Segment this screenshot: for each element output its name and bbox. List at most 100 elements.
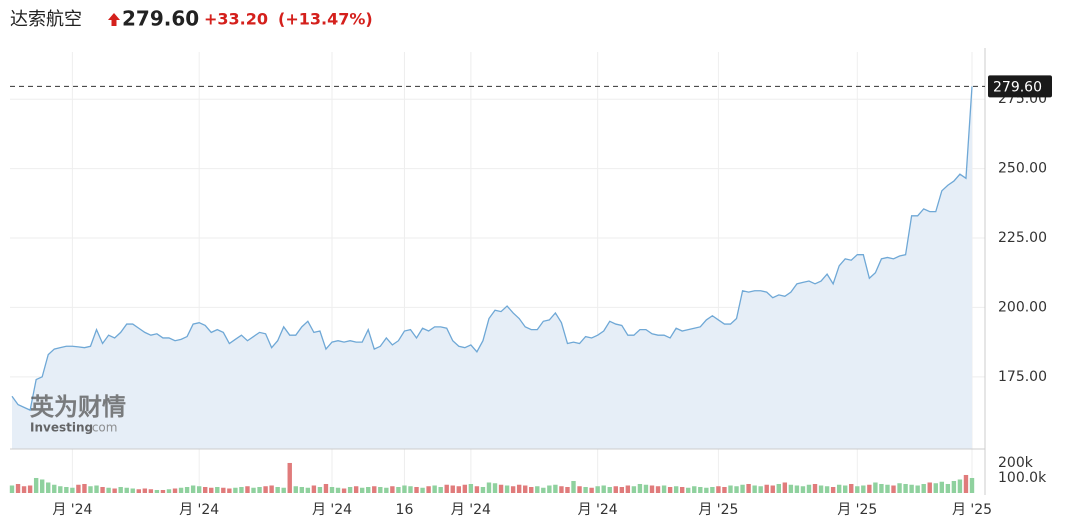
volume-bar xyxy=(577,486,582,493)
volume-bar xyxy=(897,483,902,493)
volume-bar xyxy=(595,486,600,493)
volume-bar xyxy=(468,483,474,493)
volume-bar xyxy=(372,486,377,493)
volume-bar xyxy=(88,486,93,493)
volume-bar xyxy=(64,486,69,493)
volume-bar xyxy=(347,486,353,493)
volume-bar xyxy=(921,483,926,493)
volume-bar xyxy=(607,486,612,493)
volume-bar xyxy=(287,462,292,493)
volume-bar xyxy=(184,486,190,493)
volume-bar xyxy=(196,486,202,493)
volume-bar xyxy=(178,487,184,493)
volume-bar xyxy=(52,484,57,493)
volume-bar xyxy=(444,484,449,493)
x-tick-label: 月 '24 xyxy=(451,502,491,518)
volume-bar xyxy=(885,484,890,493)
volume-bar xyxy=(794,485,800,493)
volume-bar xyxy=(969,477,975,493)
volume-bar xyxy=(698,486,703,493)
volume-bar xyxy=(933,483,938,493)
volume-bar xyxy=(927,482,932,493)
volume-bar xyxy=(679,486,685,493)
y-tick-label: 250.00 xyxy=(998,161,1047,177)
stock-name: 达索航空 xyxy=(10,9,82,30)
volume-bar xyxy=(843,485,848,493)
volume-bar xyxy=(710,486,715,493)
volume-bar xyxy=(203,486,208,493)
volume-bar xyxy=(160,489,166,493)
volume-bar xyxy=(541,487,546,493)
volume-bar xyxy=(317,486,323,493)
volume-bar xyxy=(154,489,160,493)
y-tick-label: 200.00 xyxy=(998,299,1047,315)
volume-bar xyxy=(130,488,135,493)
volume-bar xyxy=(190,485,196,493)
volume-bar xyxy=(124,487,129,493)
volume-bar xyxy=(251,487,256,493)
volume-bar xyxy=(535,486,540,493)
volume-bar xyxy=(939,481,945,493)
volume-bar xyxy=(740,484,745,493)
volume-bar xyxy=(891,485,896,493)
volume-bar xyxy=(323,483,329,493)
volume-bar xyxy=(474,486,480,493)
volume-bar xyxy=(269,485,274,493)
area-fill xyxy=(12,86,972,450)
volume-bar xyxy=(649,485,655,493)
volume-bar xyxy=(879,483,884,493)
volume-bar xyxy=(836,484,842,493)
price: 279.60 xyxy=(122,7,199,31)
volume-bar xyxy=(909,484,914,493)
x-tick-label: 月 '24 xyxy=(578,502,618,518)
volume-bar xyxy=(450,485,455,493)
volume-bar xyxy=(136,489,141,493)
volume-bar xyxy=(456,486,461,493)
volume-bar xyxy=(480,486,486,493)
volume-bar xyxy=(818,485,824,493)
volume-bar xyxy=(76,484,81,493)
volume-bar xyxy=(426,486,431,493)
volume-bar xyxy=(420,487,425,493)
watermark-domain: .com xyxy=(88,421,117,435)
x-tick-label: 月 '24 xyxy=(52,502,92,518)
volume-bar xyxy=(589,487,594,493)
volume-bar xyxy=(746,483,751,493)
last-price-box xyxy=(988,75,1052,98)
volume-tick-label: 200k xyxy=(998,455,1034,471)
volume-bar xyxy=(824,486,830,493)
volume-bar xyxy=(341,488,347,493)
volume-bar xyxy=(553,484,558,493)
volume-bar xyxy=(867,484,872,493)
volume-bar xyxy=(692,486,697,493)
volume-bar xyxy=(329,486,335,493)
volume-bar xyxy=(492,483,498,493)
volume-bar xyxy=(661,485,667,493)
volume-bar xyxy=(112,488,117,493)
volume-bar xyxy=(245,486,250,493)
volume-bar xyxy=(432,485,437,493)
volume-bar xyxy=(148,489,154,493)
volume-bar xyxy=(353,486,359,493)
volume-bar xyxy=(58,486,63,493)
volume-bar xyxy=(716,486,721,493)
volume-bar xyxy=(806,484,812,493)
volume-bar xyxy=(293,486,298,493)
volume-bar xyxy=(529,486,534,493)
volume-bar xyxy=(27,485,33,493)
volume-bar xyxy=(728,485,733,493)
up-arrow xyxy=(108,13,120,26)
volume-bar xyxy=(486,482,492,493)
volume-bar xyxy=(559,486,564,493)
y-tick-label: 175.00 xyxy=(998,369,1047,385)
x-tick-label: 月 '25 xyxy=(698,502,738,518)
volume-bar xyxy=(686,487,691,493)
volume-bar xyxy=(366,486,371,493)
volume-bar xyxy=(722,486,727,493)
volume-bar xyxy=(9,485,15,493)
volume-bar xyxy=(281,487,286,493)
volume-bar xyxy=(221,487,226,493)
volume-bar xyxy=(951,480,957,493)
change: +33.20 xyxy=(204,10,268,29)
